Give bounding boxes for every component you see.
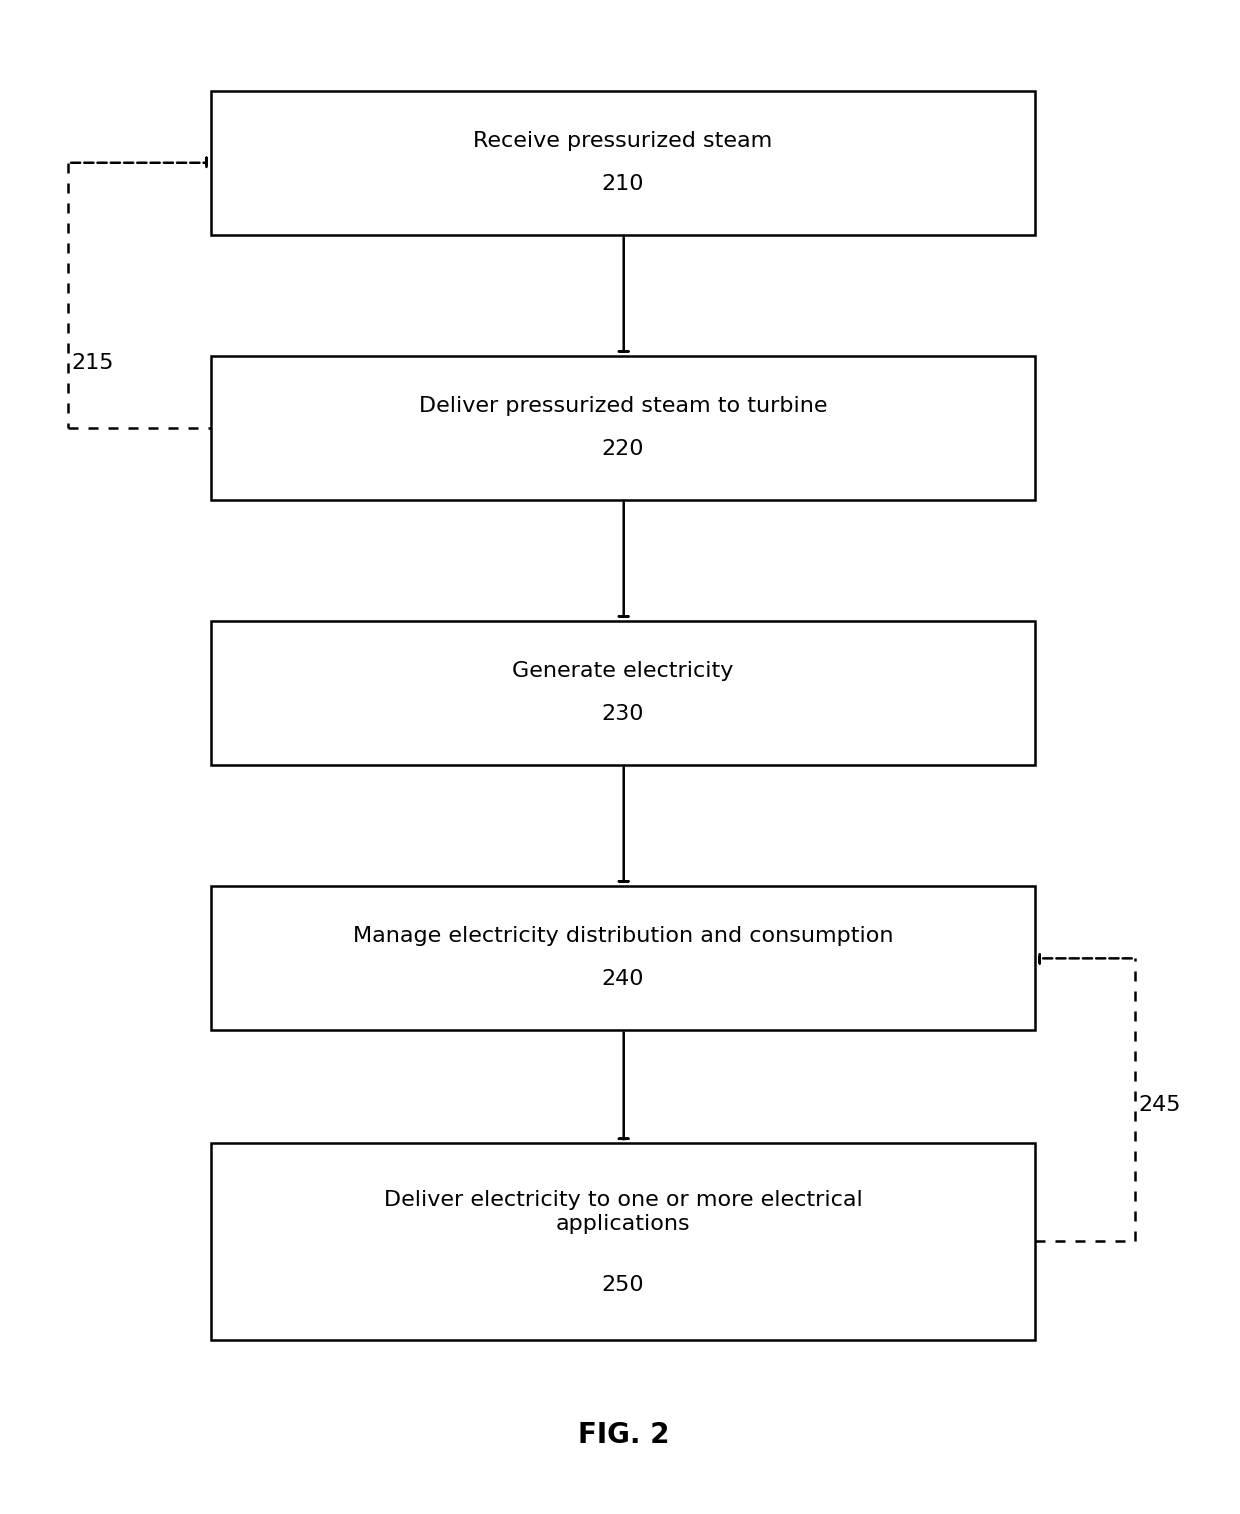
Bar [211,91,1035,235]
Text: FIG. 2: FIG. 2 [578,1422,670,1449]
Text: 250: 250 [601,1275,645,1294]
Text: 210: 210 [601,174,645,194]
Bar [211,1143,1035,1340]
Bar [211,621,1035,765]
Text: Receive pressurized steam: Receive pressurized steam [474,132,773,151]
Text: Manage electricity distribution and consumption: Manage electricity distribution and cons… [353,927,893,946]
Text: 230: 230 [601,704,645,724]
Text: 215: 215 [72,353,114,374]
Text: 220: 220 [601,439,645,459]
Text: Deliver electricity to one or more electrical
applications: Deliver electricity to one or more elect… [383,1190,863,1234]
Bar [211,886,1035,1030]
Bar [211,356,1035,500]
Text: Deliver pressurized steam to turbine: Deliver pressurized steam to turbine [419,397,827,416]
Text: 245: 245 [1138,1095,1180,1116]
Text: Generate electricity: Generate electricity [512,662,734,681]
Text: 240: 240 [601,969,645,989]
